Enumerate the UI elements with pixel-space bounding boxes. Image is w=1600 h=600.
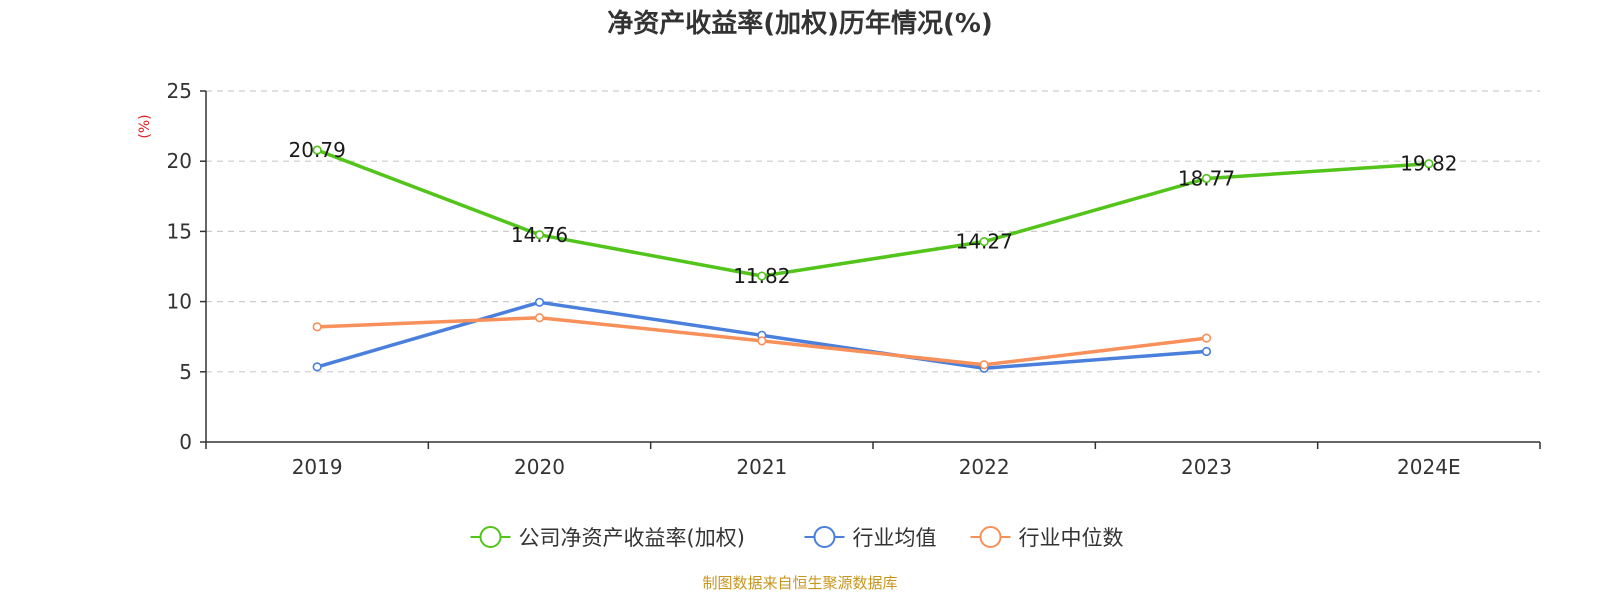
data-label: 19.82 (1400, 152, 1457, 176)
x-tick-label: 2021 (736, 455, 787, 479)
legend-label: 行业中位数 (1019, 526, 1124, 550)
data-point (534, 230, 545, 240)
data-point (1201, 346, 1212, 357)
data-point (1201, 333, 1212, 343)
x-tick-label: 2020 (514, 455, 565, 479)
x-tick-label: 2024E (1397, 455, 1461, 479)
y-tick-label: 25 (167, 79, 192, 103)
data-point (534, 297, 545, 307)
data-point (1201, 173, 1212, 184)
data-point (312, 322, 322, 332)
legend-label: 行业均值 (853, 526, 937, 550)
legend-item[interactable]: 行业均值 (804, 526, 937, 550)
legend-marker (479, 526, 502, 548)
y-tick-label: 0 (179, 430, 192, 454)
y-tick-label: 15 (167, 219, 192, 243)
data-label: 20.79 (289, 138, 346, 162)
legend-marker (813, 526, 836, 548)
source-note: 制图数据来自恒生聚源数据库 (702, 574, 897, 592)
legend[interactable]: 公司净资产收益率(加权) 行业均值 行业中位数 (470, 526, 1124, 550)
data-label: 14.76 (511, 223, 568, 247)
grid-lines (206, 90, 1540, 373)
data-point (1424, 159, 1434, 169)
data-point (534, 313, 545, 323)
y-tick-label: 20 (167, 149, 192, 173)
y-tick-label: 10 (167, 290, 192, 314)
legend-item[interactable]: 行业中位数 (970, 526, 1124, 550)
x-tick-label: 2022 (959, 455, 1010, 479)
legend-label: 公司净资产收益率(加权) (519, 526, 745, 550)
data-label: 11.82 (733, 264, 790, 288)
data-point (312, 145, 322, 155)
x-tick-label: 2023 (1181, 455, 1232, 479)
legend-marker (979, 526, 1002, 548)
data-point (757, 336, 767, 346)
data-point (757, 271, 767, 281)
data-label: 18.77 (1178, 166, 1235, 190)
data-point (979, 360, 989, 370)
axes: 0 5 10 15 20 25 2019 2020 2021 2022 2023 2024E (167, 79, 1541, 479)
series-lines (312, 145, 1434, 373)
series-line (316, 148, 1429, 278)
x-tick-label: 2019 (292, 455, 343, 479)
data-label: 14.27 (956, 230, 1013, 254)
legend-item[interactable]: 公司净资产收益率(加权) (470, 526, 745, 550)
chart-title: 净资产收益率(加权)历年情况(%) (607, 8, 993, 39)
y-axis-label: (%) (137, 114, 153, 138)
y-tick-label: 5 (179, 360, 192, 384)
data-labels: 20.79 14.76 11.82 14.27 18.77 19.82 (289, 138, 1458, 288)
data-point (312, 362, 322, 372)
data-point (979, 237, 989, 247)
